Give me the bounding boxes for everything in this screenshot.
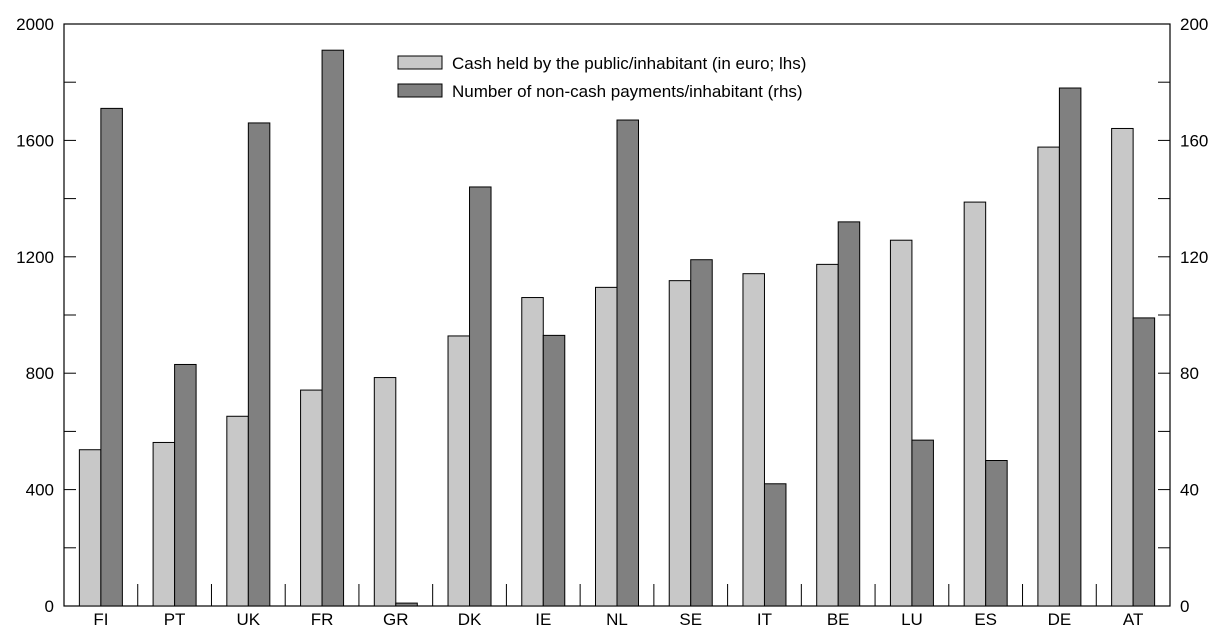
y-left-tick-label: 800 — [26, 364, 54, 383]
bar-noncash-ie — [542, 334, 566, 607]
legend: Cash held by the public/inhabitant (in e… — [397, 54, 806, 101]
bar-noncash-be — [837, 221, 861, 607]
bar-noncash-dk — [469, 186, 492, 607]
bar-cash-es — [963, 201, 987, 607]
bar-noncash-nl — [616, 119, 639, 607]
bar-cash-fr — [300, 389, 323, 607]
y-right-tick-label: 120 — [1180, 248, 1208, 267]
x-tick-label-dk: DK — [458, 610, 482, 628]
y-left-tick-label: 0 — [45, 597, 54, 616]
x-tick-label-ie: IE — [535, 610, 551, 628]
bar-noncash-se — [690, 259, 713, 607]
bar-cash-uk — [226, 415, 249, 607]
bar-noncash-it — [763, 483, 787, 607]
bar-cash-se — [668, 280, 692, 607]
x-tick-label-be: BE — [827, 610, 850, 628]
x-tick-label-es: ES — [974, 610, 997, 628]
legend-label-cash: Cash held by the public/inhabitant (in e… — [452, 54, 806, 73]
y-right-tick-label: 40 — [1180, 481, 1199, 500]
y-left-tick-label: 2000 — [16, 15, 54, 34]
x-tick-label-at: AT — [1123, 610, 1143, 628]
bar-noncash-pt — [174, 363, 197, 607]
x-tick-label-se: SE — [679, 610, 702, 628]
bar-cash-dk — [447, 335, 471, 607]
bar-noncash-fi — [100, 107, 123, 607]
x-tick-label-fr: FR — [311, 610, 334, 628]
legend-swatch-noncash — [397, 83, 443, 98]
bar-noncash-fr — [321, 49, 345, 607]
bar-noncash-de — [1058, 87, 1082, 607]
bar-noncash-uk — [247, 122, 271, 607]
bar-cash-nl — [595, 286, 618, 607]
x-tick-label-fi: FI — [93, 610, 108, 628]
bar-cash-be — [816, 263, 839, 607]
y-right-tick-label: 0 — [1180, 597, 1189, 616]
bar-cash-lu — [889, 239, 913, 607]
ticks-group: FI PT UK FR GR DK IE NL SE IT BE LU ES DE AT0400800120… — [16, 15, 1208, 628]
x-tick-label-pt: PT — [164, 610, 186, 628]
y-left-tick-label: 400 — [26, 481, 54, 500]
bar-cash-de — [1037, 146, 1060, 607]
y-right-tick-label: 200 — [1180, 15, 1208, 34]
bar-cash-pt — [152, 441, 176, 607]
legend-label-noncash: Number of non-cash payments/inhabitant (… — [452, 82, 803, 101]
x-tick-label-it: IT — [757, 610, 772, 628]
y-right-tick-label: 80 — [1180, 364, 1199, 383]
x-tick-label-gr: GR — [383, 610, 409, 628]
bar-cash-ie — [521, 297, 544, 607]
bar-cash-at — [1111, 127, 1134, 607]
bar-cash-gr — [373, 377, 397, 607]
bar-noncash-lu — [911, 439, 934, 607]
x-tick-label-lu: LU — [901, 610, 923, 628]
bar-cash-fi — [78, 449, 102, 607]
x-tick-label-de: DE — [1048, 610, 1072, 628]
legend-swatch-cash — [397, 55, 443, 70]
x-tick-label-nl: NL — [606, 610, 628, 628]
bar-noncash-gr — [395, 602, 418, 607]
x-tick-label-uk: UK — [237, 610, 261, 628]
bar-noncash-at — [1132, 317, 1156, 607]
bar-noncash-es — [985, 460, 1008, 607]
bar-cash-it — [742, 273, 765, 607]
y-left-tick-label: 1600 — [16, 131, 54, 150]
bars-group — [78, 49, 1156, 607]
y-right-tick-label: 160 — [1180, 131, 1208, 150]
y-left-tick-label: 1200 — [16, 248, 54, 267]
